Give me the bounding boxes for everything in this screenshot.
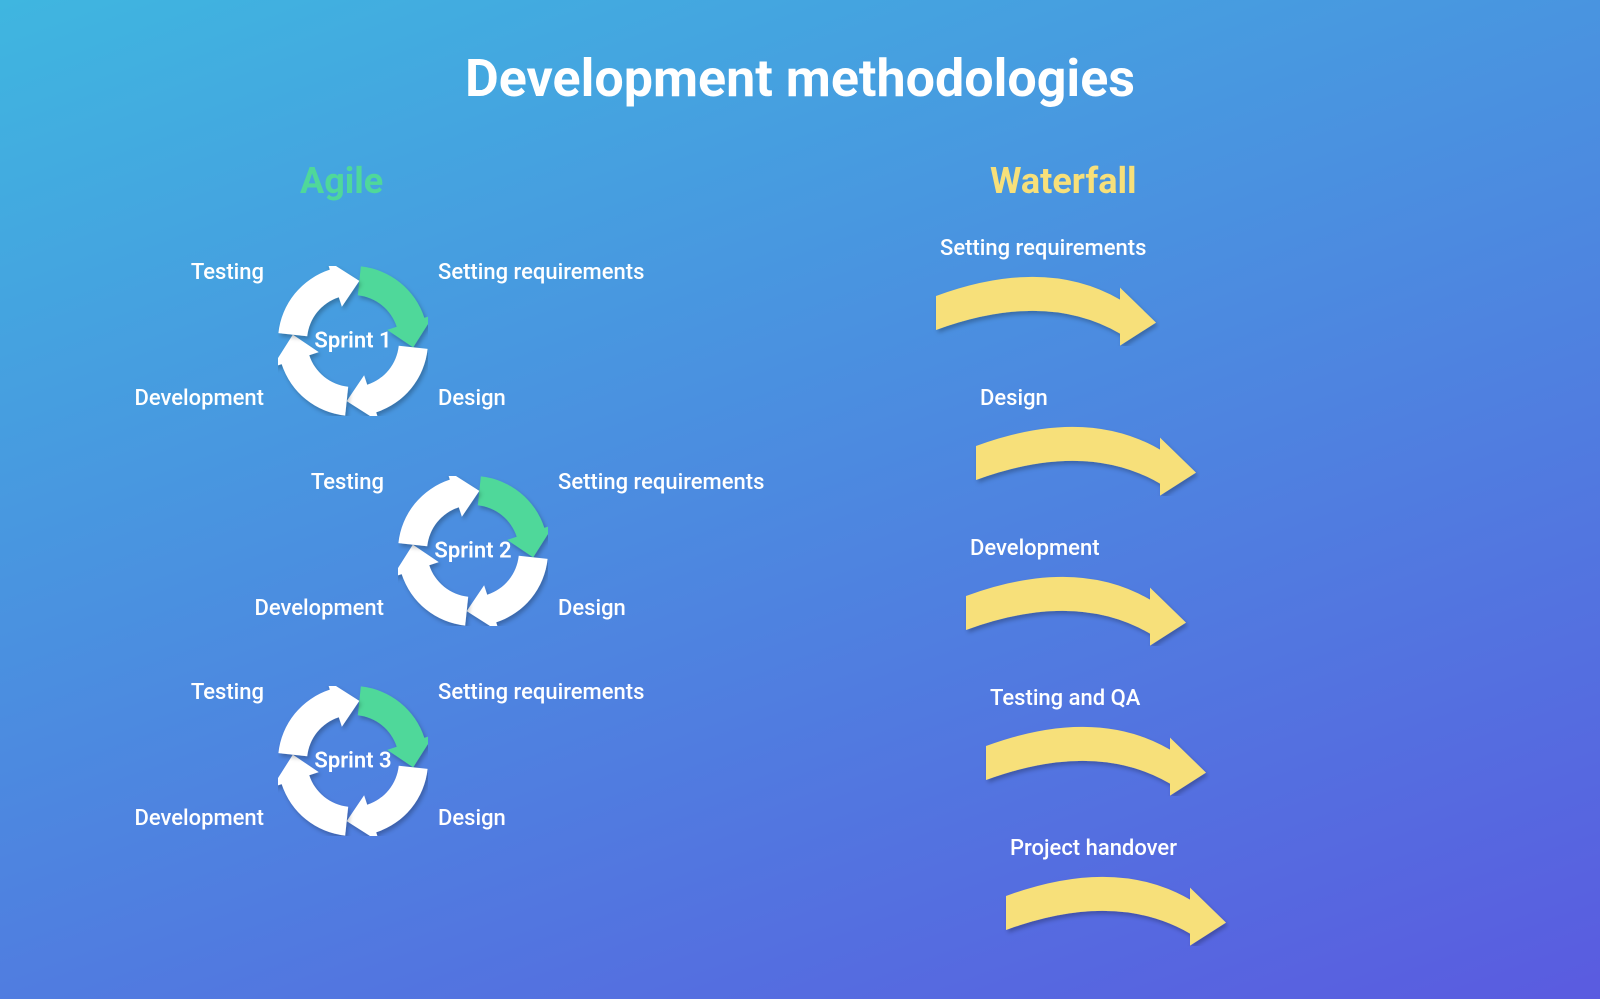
waterfall-arrow-icon (986, 727, 1206, 796)
page-title: Development methodologies (0, 48, 1600, 109)
cycle-step-label: Setting requirements (438, 260, 644, 285)
background-gradient (0, 0, 1600, 999)
waterfall-arrow-icon (1006, 877, 1226, 946)
cycle-arrow-icon (347, 346, 428, 416)
sprint-cycle: Sprint 3Setting requirementsDesignDevelo… (278, 686, 428, 836)
cycle-step-label: Development (134, 806, 264, 831)
agile-heading: Agile (300, 160, 383, 202)
cycle-step-label: Development (254, 596, 384, 621)
waterfall-arrow (930, 266, 1160, 350)
cycle-arrow-icon (347, 766, 428, 836)
waterfall-heading: Waterfall (990, 160, 1137, 202)
cycle-arrow-icon (278, 266, 359, 336)
sprint-cycle: Sprint 1Setting requirementsDesignDevelo… (278, 266, 428, 416)
cycle-step-label: Development (134, 386, 264, 411)
waterfall-step-label: Development (970, 536, 1100, 561)
waterfall-arrow-icon (976, 427, 1196, 496)
waterfall-arrow (980, 716, 1210, 800)
cycle-step-label: Testing (191, 680, 264, 705)
waterfall-step-label: Project handover (1010, 836, 1177, 861)
cycle-step-label: Setting requirements (438, 680, 644, 705)
cycle-step-label: Testing (191, 260, 264, 285)
cycle-step-label: Testing (311, 470, 384, 495)
cycle-step-label: Design (438, 386, 506, 411)
cycle-step-label: Design (438, 806, 506, 831)
waterfall-step-label: Setting requirements (940, 236, 1146, 261)
waterfall-arrow (970, 416, 1200, 500)
sprint-name: Sprint 3 (314, 749, 391, 774)
waterfall-step-label: Design (980, 386, 1048, 411)
waterfall-arrow (1000, 866, 1230, 950)
waterfall-arrow (960, 566, 1190, 650)
cycle-arrow-icon (467, 556, 548, 626)
cycle-step-label: Setting requirements (558, 470, 764, 495)
sprint-name: Sprint 2 (434, 539, 511, 564)
cycle-arrow-icon (398, 476, 479, 546)
cycle-step-label: Design (558, 596, 626, 621)
waterfall-arrow-icon (966, 577, 1186, 646)
sprint-cycle: Sprint 2Setting requirementsDesignDevelo… (398, 476, 548, 626)
sprint-name: Sprint 1 (314, 329, 391, 354)
cycle-arrow-icon (278, 686, 359, 756)
waterfall-step-label: Testing and QA (990, 686, 1140, 711)
waterfall-arrow-icon (936, 277, 1156, 346)
